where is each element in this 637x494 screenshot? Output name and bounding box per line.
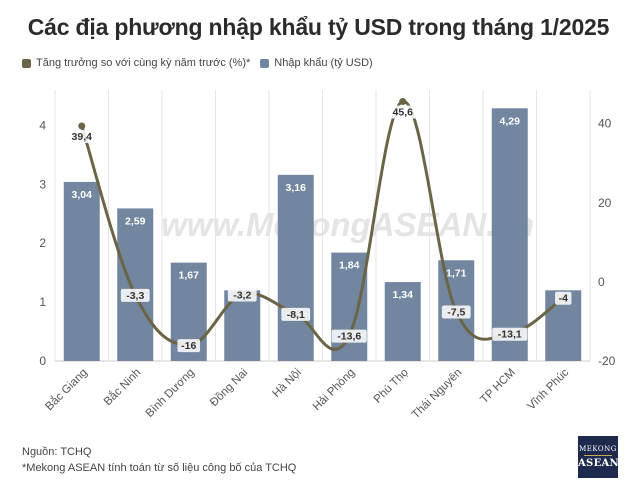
x-tick-label: Thái Nguyên [410,367,465,422]
growth-point [78,122,86,130]
y-right-tick-label: 20 [598,196,612,210]
growth-label-bg [441,305,471,319]
y-left-tick-label: 3 [39,177,46,191]
growth-label-bg [492,327,528,341]
bar [384,282,421,361]
logo-line2: ASEAN [578,458,620,469]
growth-series-line [80,99,565,351]
x-tick-label: Bình Dương [144,367,197,420]
chart-title: Các địa phương nhập khẩu tỷ USD trong th… [27,14,610,40]
bar-value-label: 1,71 [446,267,467,279]
logo-divider [584,455,612,456]
growth-label-bg [281,307,311,321]
bar-value-label: 3,04 [72,189,93,201]
x-tick-label: Hà Nội [271,367,304,400]
growth-label-bg [227,288,257,302]
bar [63,181,100,361]
growth-value-label: -13,6 [337,331,361,343]
growth-value-label: -4 [559,293,568,305]
legend-label-import: Nhập khẩu (tỷ USD) [274,57,373,69]
growth-value-label: -3,2 [233,290,251,302]
growth-value-label: 39,4 [72,131,93,143]
mekong-asean-logo: MEKONG ASEAN [578,436,620,478]
growth-value-label: -13,1 [498,329,522,341]
growth-label-bg [177,339,201,353]
growth-point [399,97,407,105]
bar-value-label: 1,84 [339,260,360,272]
growth-label-bg [388,105,418,119]
bar [277,174,314,361]
y-right-tick-label: 40 [598,117,612,131]
watermark: www.MekongASEAN.vn [161,206,534,243]
bar-value-label: 1,67 [179,270,200,282]
bar [491,108,528,361]
x-tick-label: Đồng Nai [208,367,250,409]
legend: Tăng trưởng so với cùng kỳ năm trước (%)… [22,57,383,69]
y-left-tick-label: 1 [39,295,46,309]
bar-value-label: 3,16 [286,182,307,194]
bar [117,208,154,361]
legend-label-growth: Tăng trưởng so với cùng kỳ năm trước (%)… [36,57,251,69]
growth-value-label: -3,3 [126,290,144,302]
y-left-tick-label: 2 [39,236,46,250]
y-right-tick-label: -20 [598,354,616,368]
x-tick-label: Phú Thọ [372,367,411,406]
growth-label-bg [67,130,97,144]
growth-value-label: -8,1 [287,309,305,321]
legend-swatch-bar [260,58,270,68]
method-note: *Mekong ASEAN tính toán từ số liệu công … [22,462,297,474]
growth-label-bg [331,329,367,343]
bar [331,252,368,361]
growth-label-bg [120,288,150,302]
x-tick-label: TP HCM [478,367,518,407]
y-left-tick-label: 4 [39,118,46,132]
growth-value-label: -16 [181,340,196,352]
x-tick-label: Bắc Ninh [101,366,143,408]
bar-value-label: 1,34 [393,289,414,301]
legend-item-import: Nhập khẩu (tỷ USD) [260,57,373,69]
growth-label-bg [555,291,572,305]
x-tick-label: Vĩnh Phúc [525,366,571,412]
bar-value-label: 4,29 [500,115,521,127]
x-tick-label: Bắc Giang [43,366,90,413]
y-left-tick-label: 0 [39,354,46,368]
x-tick-label: Hải Phòng [311,367,357,413]
bar-value-label: 2,59 [125,215,146,227]
growth-value-label: -7,5 [447,307,465,319]
source-note: Nguồn: TCHQ [22,446,92,458]
logo-line1: MEKONG [579,445,617,453]
y-right-tick-label: 0 [598,275,605,289]
legend-swatch-line [22,58,31,68]
growth-value-label: 45,6 [393,106,414,118]
legend-item-growth: Tăng trưởng so với cùng kỳ năm trước (%)… [22,57,250,69]
